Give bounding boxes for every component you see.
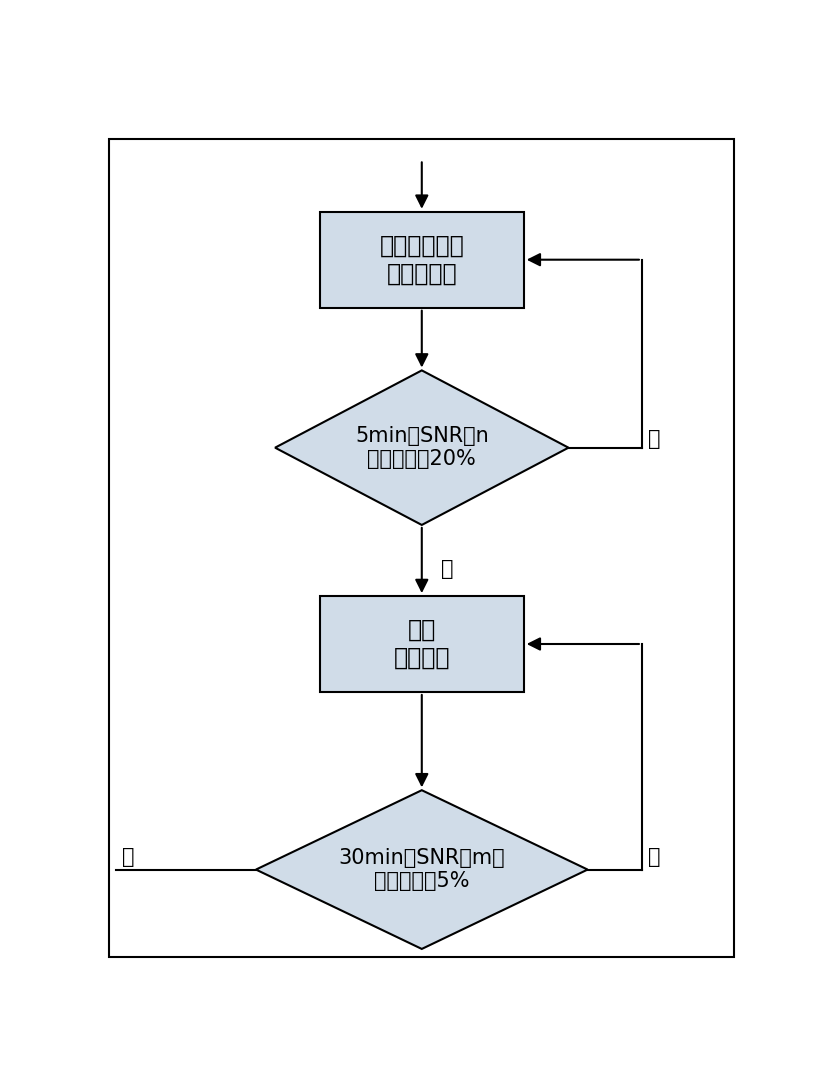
Polygon shape xyxy=(275,370,569,525)
FancyBboxPatch shape xyxy=(319,212,523,308)
Polygon shape xyxy=(256,790,588,949)
Text: 否: 否 xyxy=(649,430,661,449)
Text: 无线
通信方式: 无线 通信方式 xyxy=(393,618,450,669)
Text: 否: 否 xyxy=(649,847,661,867)
Text: 5min内SNR＜n
或丢包率＞20%: 5min内SNR＜n 或丢包率＞20% xyxy=(355,426,489,470)
Text: 30min内SNR＞m，
且丢包率＜5%: 30min内SNR＞m， 且丢包率＜5% xyxy=(338,848,505,891)
Text: 电力线宽带载
波通信方式: 电力线宽带载 波通信方式 xyxy=(379,233,464,285)
Text: 是: 是 xyxy=(122,847,134,867)
FancyBboxPatch shape xyxy=(319,596,523,692)
Text: 是: 是 xyxy=(441,559,453,578)
